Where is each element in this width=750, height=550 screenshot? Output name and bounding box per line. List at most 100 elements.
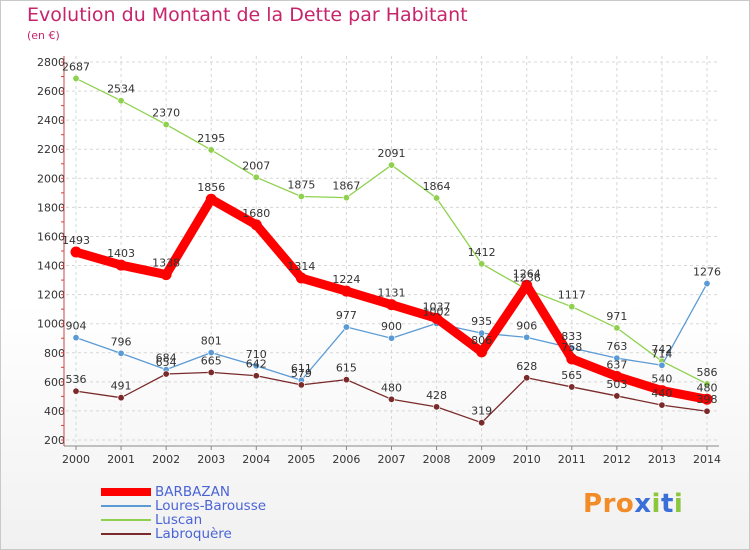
data-label-loures-barousse: 763 xyxy=(606,340,627,353)
data-point-luscan xyxy=(433,194,441,202)
data-point-loures-barousse xyxy=(207,349,215,357)
data-point-luscan xyxy=(613,324,621,332)
data-point-labroqu-re xyxy=(433,403,441,411)
data-point-barbazan xyxy=(431,312,443,324)
data-label-labroqu-re: 615 xyxy=(336,362,357,375)
data-label-barbazan: 1224 xyxy=(332,273,360,286)
data-point-loures-barousse xyxy=(703,280,711,288)
data-point-barbazan xyxy=(250,219,262,231)
y-tick-label: 2200 xyxy=(37,143,65,156)
data-point-luscan xyxy=(162,121,170,129)
y-tick-label: 2000 xyxy=(37,172,65,185)
data-point-luscan xyxy=(297,192,305,200)
data-point-luscan xyxy=(568,303,576,311)
data-label-barbazan: 1856 xyxy=(197,181,225,194)
data-point-barbazan xyxy=(386,299,397,311)
data-point-barbazan xyxy=(521,279,533,291)
legend-label: BARBAZAN xyxy=(155,484,230,500)
x-tick-label: 2002 xyxy=(152,453,180,466)
data-label-loures-barousse: 1002 xyxy=(423,305,451,318)
legend-item: Loures-Barousse xyxy=(101,499,266,513)
data-point-luscan xyxy=(72,74,80,82)
x-tick-label: 2014 xyxy=(693,453,721,466)
logo-letter: o xyxy=(615,489,635,519)
data-point-barbazan xyxy=(611,370,623,382)
x-tick-label: 2007 xyxy=(378,453,406,466)
y-tick-label: 2600 xyxy=(37,85,65,98)
data-point-luscan xyxy=(478,260,486,268)
data-label-luscan: 971 xyxy=(606,310,627,323)
data-label-labroqu-re: 440 xyxy=(651,387,672,400)
data-point-loures-barousse xyxy=(117,349,125,357)
data-label-luscan: 1117 xyxy=(558,289,586,302)
x-tick-label: 2009 xyxy=(468,453,496,466)
data-point-barbazan xyxy=(701,393,713,405)
data-label-barbazan: 637 xyxy=(606,358,627,371)
logo-letter: i xyxy=(651,489,661,519)
data-label-labroqu-re: 642 xyxy=(246,358,267,371)
data-point-luscan xyxy=(207,146,215,154)
data-point-labroqu-re xyxy=(387,395,395,403)
data-label-labroqu-re: 398 xyxy=(697,393,718,406)
data-label-labroqu-re: 491 xyxy=(111,380,132,393)
data-label-labroqu-re: 579 xyxy=(291,367,312,380)
data-label-luscan: 1867 xyxy=(332,180,360,193)
data-point-luscan xyxy=(387,161,395,169)
data-point-barbazan xyxy=(160,269,172,281)
chart-title: Evolution du Montant de la Dette par Hab… xyxy=(27,4,468,26)
data-point-barbazan xyxy=(566,353,578,365)
x-tick-label: 2011 xyxy=(558,453,586,466)
data-label-barbazan: 480 xyxy=(697,381,718,394)
data-label-loures-barousse: 1276 xyxy=(693,266,721,279)
data-label-luscan: 586 xyxy=(697,366,718,379)
x-tick-label: 2000 xyxy=(62,453,90,466)
data-label-barbazan: 1493 xyxy=(62,234,90,247)
data-label-loures-barousse: 900 xyxy=(381,320,402,333)
data-point-labroqu-re xyxy=(207,368,215,376)
data-label-barbazan: 806 xyxy=(471,334,492,347)
data-point-labroqu-re xyxy=(613,392,621,400)
data-label-loures-barousse: 904 xyxy=(66,320,87,333)
data-label-labroqu-re: 536 xyxy=(66,373,87,386)
data-label-labroqu-re: 628 xyxy=(516,360,537,373)
data-point-loures-barousse xyxy=(658,361,666,369)
x-tick-label: 2008 xyxy=(423,453,451,466)
data-label-luscan: 2534 xyxy=(107,83,135,96)
data-point-barbazan xyxy=(340,285,352,297)
data-point-labroqu-re xyxy=(162,370,170,378)
data-label-loures-barousse: 977 xyxy=(336,309,357,322)
data-label-barbazan: 1131 xyxy=(378,287,406,300)
proxiti-logo: Proxiti xyxy=(583,489,683,519)
data-label-loures-barousse: 611 xyxy=(291,362,312,375)
data-label-luscan: 2091 xyxy=(378,147,406,160)
data-label-luscan: 1236 xyxy=(513,271,541,284)
logo-letter: r xyxy=(602,489,616,519)
logo-letter: P xyxy=(583,489,603,519)
x-tick-label: 2012 xyxy=(603,453,631,466)
data-label-luscan: 2370 xyxy=(152,107,180,120)
y-tick-label: 600 xyxy=(44,376,65,389)
data-label-loures-barousse: 714 xyxy=(651,347,672,360)
data-point-loures-barousse xyxy=(72,334,80,342)
data-label-barbazan: 1037 xyxy=(423,300,451,313)
data-point-labroqu-re xyxy=(703,407,711,415)
data-label-labroqu-re: 665 xyxy=(201,354,222,367)
data-point-labroqu-re xyxy=(523,374,531,382)
chart-legend: BARBAZAN Loures-Barousse Luscan Labroquère xyxy=(101,485,266,541)
data-label-luscan: 1412 xyxy=(468,246,496,259)
y-tick-label: 1400 xyxy=(37,260,65,273)
data-point-barbazan xyxy=(115,259,127,271)
logo-letter: x xyxy=(634,489,652,519)
data-point-labroqu-re xyxy=(342,376,350,384)
logo-letter: t xyxy=(660,489,674,519)
data-label-labroqu-re: 503 xyxy=(606,378,627,391)
x-tick-label: 2003 xyxy=(197,453,225,466)
data-point-barbazan xyxy=(476,346,488,358)
data-point-loures-barousse xyxy=(387,334,395,342)
data-label-labroqu-re: 654 xyxy=(156,356,177,369)
legend-label: Luscan xyxy=(155,512,203,528)
data-point-loures-barousse xyxy=(252,362,260,370)
data-point-barbazan xyxy=(295,272,307,284)
data-label-barbazan: 758 xyxy=(561,341,582,354)
